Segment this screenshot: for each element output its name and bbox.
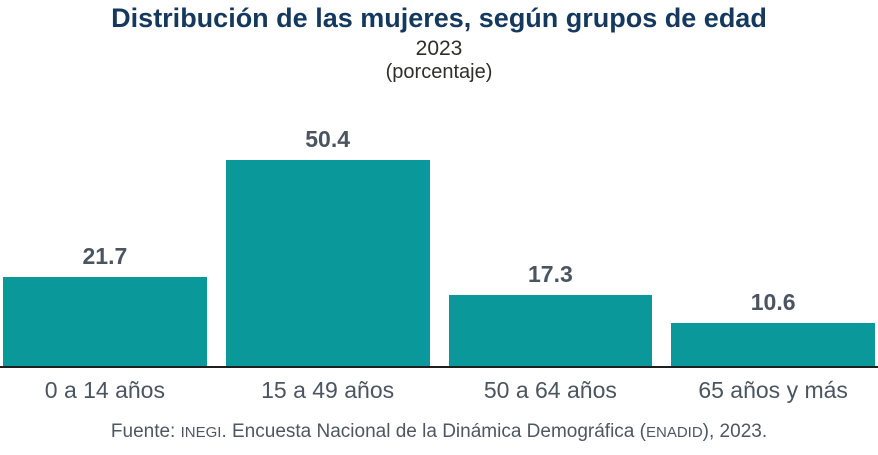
chart-title: Distribución de las mujeres, según grupo… [111,3,767,33]
bar-group: 50.4 [225,125,430,366]
chart-subtitle-year: 2023 [415,37,463,60]
source-note: Fuente: INEGI. Encuesta Nacional de la D… [0,420,878,445]
x-axis-labels: 0 a 14 años 15 a 49 años 50 a 64 años 65 añ… [0,376,878,404]
x-axis-label: 65 años y más [698,377,848,403]
chart-subtitle-unit: (porcentaje) [385,61,493,83]
x-axis-label: 50 a 64 años [483,377,617,403]
bar-value-label: 10.6 [750,289,796,315]
bar-group: 21.7 [3,242,207,366]
x-axis-line [0,366,878,368]
x-axis-label: 0 a 14 años [44,377,165,403]
bar-value-label: 50.4 [305,126,350,152]
bar [225,160,430,366]
plot-area: 21.7 50.4 17.3 10.6 [0,84,878,366]
bar-chart: Distribución de las mujeres, según grupo… [0,3,878,455]
bar [3,277,207,366]
bar-group: 17.3 [448,260,653,366]
x-axis-label: 15 a 49 años [261,377,395,403]
bar [448,295,653,366]
bar-value-label: 17.3 [527,261,573,287]
bar [671,323,875,366]
source-acronym-inegi: INEGI [180,424,222,441]
bar-group: 10.6 [671,288,875,366]
source-mid: . Encuesta Nacional de la Dinámica Demog… [221,421,646,442]
source-suffix: ), 2023. [702,421,768,442]
bar-value-label: 21.7 [82,243,128,269]
source-prefix: Fuente: [110,421,181,442]
source-acronym-enadid: ENADID [645,424,703,441]
